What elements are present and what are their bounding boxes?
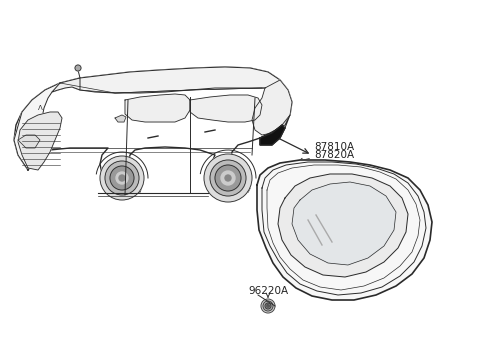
Text: 87810A: 87810A: [314, 142, 354, 152]
Polygon shape: [260, 125, 285, 145]
Polygon shape: [115, 115, 126, 122]
Text: 96220A: 96220A: [248, 286, 288, 296]
Polygon shape: [257, 160, 432, 300]
Circle shape: [204, 154, 252, 202]
Polygon shape: [18, 135, 40, 148]
Circle shape: [100, 156, 144, 200]
Text: Λ: Λ: [37, 105, 42, 111]
Circle shape: [265, 303, 271, 309]
Circle shape: [225, 175, 231, 181]
Polygon shape: [278, 174, 408, 277]
Polygon shape: [190, 95, 262, 122]
Circle shape: [221, 171, 235, 185]
Text: ©: ©: [265, 303, 271, 309]
Circle shape: [215, 165, 241, 191]
Text: 87820A: 87820A: [314, 150, 354, 160]
Circle shape: [116, 172, 128, 184]
Polygon shape: [52, 78, 80, 92]
Polygon shape: [14, 67, 292, 194]
Circle shape: [105, 161, 139, 195]
Circle shape: [263, 301, 273, 311]
Circle shape: [210, 160, 246, 196]
Circle shape: [119, 175, 125, 181]
Circle shape: [261, 299, 275, 313]
Circle shape: [266, 304, 269, 308]
Polygon shape: [252, 80, 292, 135]
Polygon shape: [292, 182, 396, 265]
Polygon shape: [72, 67, 288, 93]
Circle shape: [110, 166, 134, 190]
Polygon shape: [14, 83, 65, 170]
Polygon shape: [125, 94, 190, 122]
Circle shape: [75, 65, 81, 71]
Polygon shape: [18, 112, 62, 170]
